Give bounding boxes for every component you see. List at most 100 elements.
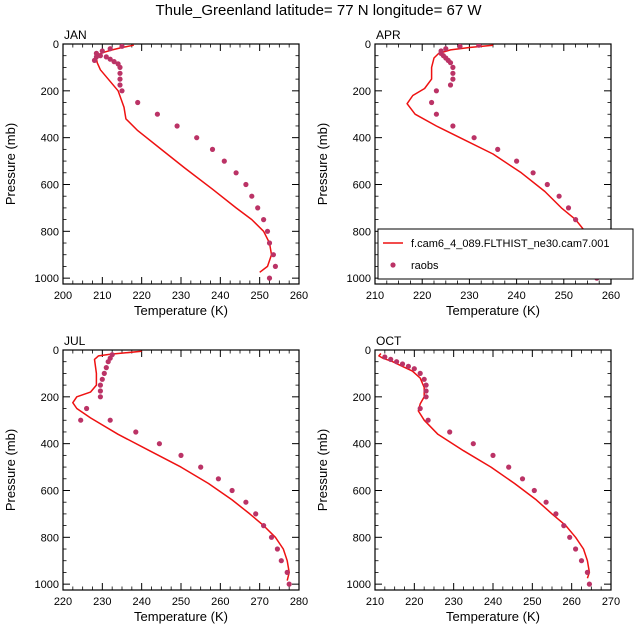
raobs-point [117, 82, 123, 88]
raobs-point [109, 352, 115, 358]
raobs-point [97, 388, 103, 394]
raobs-point [388, 356, 394, 362]
legend-entry-label: raobs [411, 260, 439, 272]
x-tick-label: 250 [555, 290, 573, 302]
x-tick-label: 240 [211, 290, 229, 302]
plot-frame [62, 43, 300, 285]
panel-label: JUL [64, 334, 86, 348]
y-tick-label: 600 [353, 179, 371, 191]
x-tick-label: 270 [250, 596, 268, 608]
y-tick-label: 800 [41, 532, 59, 544]
raobs-point [264, 228, 271, 234]
raobs-point [221, 158, 227, 164]
raobs-point [447, 429, 453, 435]
raobs-point [174, 123, 180, 129]
raobs-point [99, 376, 105, 382]
raobs-point [253, 511, 259, 517]
raobs-point [457, 44, 463, 49]
y-tick-label: 800 [353, 226, 371, 238]
raobs-point [107, 46, 113, 52]
x-tick-label: 210 [93, 290, 111, 302]
x-tick-label: 220 [413, 290, 431, 302]
raobs-point [261, 217, 267, 223]
raobs-point [117, 70, 123, 76]
raobs-point [405, 363, 411, 369]
raobs-point [450, 64, 456, 70]
x-tick-label: 260 [562, 596, 580, 608]
raobs-point [156, 441, 162, 447]
raobs-point [514, 158, 520, 164]
x-tick-label: 260 [290, 290, 308, 302]
raobs-point [154, 111, 160, 117]
raobs-point [450, 76, 456, 82]
y-tick-label: 0 [53, 345, 59, 357]
y-tick-label: 200 [353, 86, 371, 98]
x-tick-label: 240 [507, 290, 525, 302]
raobs-point [229, 487, 235, 494]
plot-frame [374, 349, 612, 591]
y-tick-label: 0 [365, 39, 371, 51]
raobs-point [382, 354, 388, 360]
raobs-point [450, 70, 456, 76]
raobs-point [573, 217, 579, 223]
raobs-point [117, 76, 123, 82]
raobs-point [433, 88, 439, 94]
panel-jul: JUL 220 230 240 250 260 270 280 0 200 400 600 800 100… [3, 334, 308, 624]
raobs-point [261, 523, 267, 529]
raobs-point [421, 376, 427, 382]
x-axis-label: Temperature (K) [446, 609, 540, 624]
raobs-point [531, 487, 537, 494]
y-tick-label: 400 [41, 133, 59, 145]
x-tick-label: 230 [460, 290, 478, 302]
legend-entry-label: f.cam6_4_089.FLTHIST_ne30.cam7.001 [411, 238, 610, 250]
x-tick-label: 210 [366, 596, 384, 608]
raobs-point [586, 581, 593, 587]
raobs-point [495, 146, 501, 152]
raobs-point [135, 99, 141, 106]
raobs-point [506, 464, 512, 470]
x-tick-label: 270 [602, 596, 620, 608]
y-tick-label: 400 [353, 439, 371, 451]
raobs-point [103, 365, 109, 371]
raobs-point [215, 476, 221, 482]
y-tick-label: 0 [53, 39, 59, 51]
raobs-point [584, 569, 591, 576]
y-axis-label: Pressure (mb) [3, 429, 18, 511]
y-tick-label: 600 [353, 485, 371, 497]
raobs-point [530, 170, 536, 176]
panel-oct: OCT 210 220 230 240 250 260 270 0 200 400 600 800 100… [315, 334, 620, 624]
raobs-point [567, 534, 573, 540]
raobs-point [268, 534, 275, 540]
raobs-point [107, 56, 113, 62]
raobs-point [425, 417, 431, 423]
x-tick-label: 230 [444, 596, 462, 608]
legend-box [377, 228, 634, 280]
x-tick-label: 250 [523, 596, 541, 608]
raobs-point [255, 205, 261, 211]
raobs-point [450, 123, 456, 129]
figure-title: Thule_Greenland latitude= 77 N longitude… [155, 2, 482, 19]
y-tick-label: 800 [41, 226, 59, 238]
raobs-point [433, 111, 439, 117]
y-tick-label: 200 [353, 392, 371, 404]
raobs-point [115, 61, 121, 67]
y-tick-label: 0 [365, 345, 371, 357]
raobs-point [97, 382, 103, 388]
raobs-point [578, 558, 585, 564]
raobs-point [78, 417, 84, 423]
raobs-point [103, 54, 109, 60]
raobs-point [99, 48, 105, 54]
y-tick-label: 400 [353, 133, 371, 145]
x-tick-label: 200 [54, 290, 72, 302]
raobs-point [543, 499, 549, 505]
plot-area [72, 350, 292, 587]
y-tick-label: 200 [41, 86, 59, 98]
y-tick-label: 1000 [35, 579, 59, 591]
y-tick-label: 600 [41, 179, 59, 191]
raobs-point [573, 546, 579, 552]
y-axis-label: Pressure (mb) [315, 123, 330, 205]
raobs-point [447, 82, 454, 88]
